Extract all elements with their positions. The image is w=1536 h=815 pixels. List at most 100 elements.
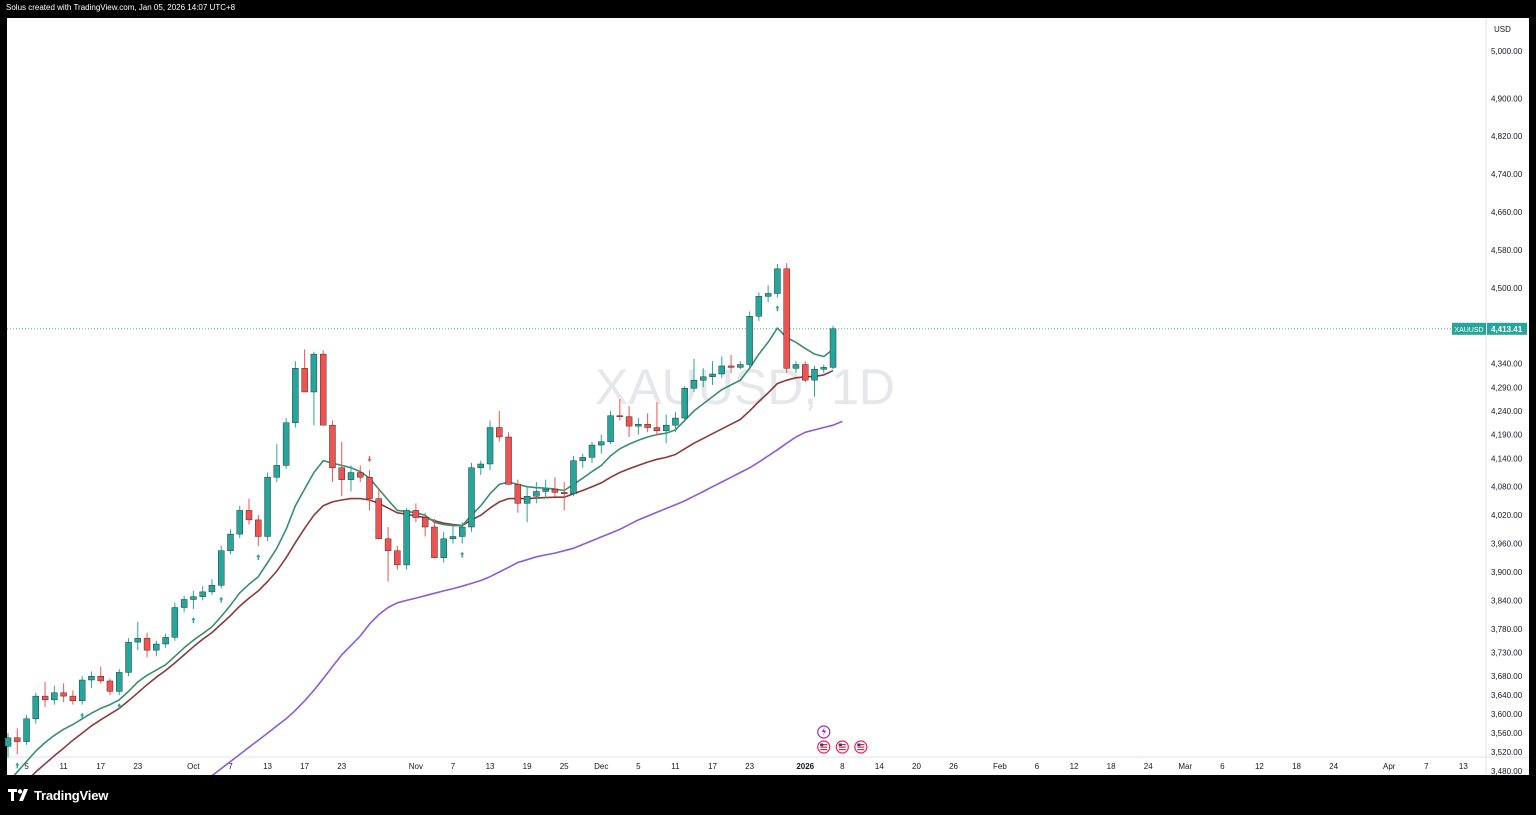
symbol-badge-label: XAUUSD [1454, 327, 1483, 334]
frame-right [1529, 18, 1536, 776]
candle-body [774, 268, 781, 294]
candle [570, 455, 577, 497]
candle [792, 361, 800, 374]
candle-body [180, 599, 188, 608]
us-flag-stripe [857, 746, 865, 748]
candle [357, 465, 364, 482]
candle [468, 463, 475, 532]
candle [542, 479, 549, 499]
x-tick-label: 8 [840, 762, 845, 771]
y-tick-label: 4,340.00 [1491, 360, 1523, 369]
lightning-icon-bolt [821, 727, 827, 736]
y-tick-label: 4,290.00 [1491, 383, 1523, 392]
candle-body [4, 737, 12, 747]
candle [329, 420, 336, 482]
candle [338, 441, 345, 497]
y-tick-label: 3,730.00 [1491, 649, 1523, 658]
y-tick-label: 4,660.00 [1491, 208, 1523, 217]
candle [384, 527, 392, 582]
x-tick-label: 2026 [796, 762, 814, 771]
signal-arrow-up [460, 551, 465, 558]
candle [449, 524, 457, 544]
candle-body [162, 637, 169, 645]
candle [236, 505, 243, 538]
candle-body [310, 353, 318, 393]
tradingview-logo[interactable]: TradingView [8, 787, 108, 803]
candle [51, 685, 58, 705]
candle-body [829, 328, 837, 368]
candle [143, 632, 151, 658]
candle [607, 410, 614, 445]
us-flag-stripe [838, 746, 846, 748]
candle [431, 518, 438, 558]
x-tick-label: 5 [24, 762, 29, 771]
us-flag-stripe [857, 749, 865, 751]
candle-body [41, 695, 49, 701]
candle-body [347, 472, 355, 480]
y-tick-label: 3,560.00 [1491, 729, 1523, 738]
candle-body [579, 457, 586, 461]
y-tick-label: 4,240.00 [1491, 407, 1523, 416]
candle-body [449, 536, 457, 540]
candle-body [802, 364, 809, 381]
us-flag-stripe [838, 749, 846, 751]
candle [514, 479, 522, 513]
x-tick-label: 19 [523, 762, 532, 771]
candle-body [366, 477, 373, 499]
candle [125, 638, 132, 677]
caption-text: Solus created with TradingView.com, Jan … [6, 3, 236, 12]
candle [496, 410, 503, 442]
candle [561, 482, 568, 511]
candle [625, 406, 633, 437]
candle-body [106, 680, 114, 692]
us-flag-canton [820, 743, 824, 747]
y-tick-label: 3,900.00 [1491, 568, 1523, 577]
x-tick-label: 26 [949, 762, 958, 771]
candle [653, 402, 661, 436]
candle [635, 418, 642, 435]
x-tick-label: Apr [1383, 762, 1396, 771]
x-tick-label: 7 [451, 762, 456, 771]
candle-body [700, 376, 707, 381]
y-tick-label: 4,500.00 [1491, 284, 1523, 293]
candle-body [533, 491, 540, 497]
candle [523, 486, 531, 523]
candle [811, 365, 818, 397]
candle [255, 515, 262, 546]
x-tick-label: 20 [912, 762, 921, 771]
candle-body [792, 364, 800, 369]
symbol-watermark: XAUUSD, 1D [595, 359, 895, 415]
tradingview-logo-icon [8, 789, 28, 801]
x-tick-label: 13 [486, 762, 495, 771]
candle [245, 498, 253, 525]
candle [347, 465, 355, 492]
candle-body [625, 416, 633, 427]
x-tick-label: 7 [228, 762, 233, 771]
y-tick-label: 4,140.00 [1491, 454, 1523, 463]
candle [783, 263, 790, 374]
us-flag-stripe [857, 744, 865, 746]
y-tick-label: 4,900.00 [1491, 94, 1523, 103]
y-tick-label: 4,190.00 [1491, 431, 1523, 440]
y-tick-label: 3,480.00 [1491, 767, 1523, 776]
signal-arrow-up [80, 712, 85, 719]
x-tick-label: 24 [1144, 762, 1153, 771]
candle-body [171, 607, 179, 638]
candle [802, 361, 809, 383]
candle-body [737, 364, 744, 368]
y-tick-label: 4,820.00 [1491, 132, 1523, 141]
x-tick-label: 17 [96, 762, 105, 771]
last-price-label: 4,413.41 [1491, 325, 1523, 334]
candle [60, 683, 67, 703]
x-tick-label: 12 [1070, 762, 1079, 771]
candle-body [588, 444, 596, 458]
x-tick-label: 23 [337, 762, 346, 771]
candle-body [421, 517, 429, 528]
candle [23, 715, 30, 745]
candle [709, 361, 716, 385]
x-tick-label: 5 [636, 762, 641, 771]
candle-body [245, 510, 253, 521]
candle [273, 444, 281, 482]
candle [375, 489, 382, 540]
